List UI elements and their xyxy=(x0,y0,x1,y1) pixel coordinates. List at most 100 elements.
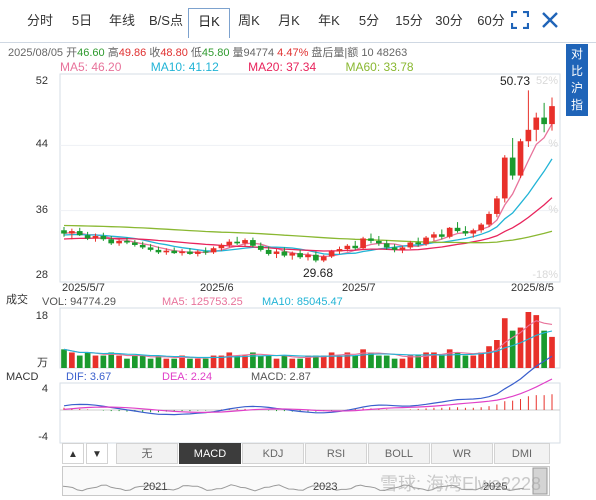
quote-open: 46.60 xyxy=(77,47,105,59)
candle-body xyxy=(478,224,484,231)
navigator-year-2023: 2023 xyxy=(313,481,338,493)
volume-bar xyxy=(446,349,453,368)
price-grid xyxy=(60,144,560,212)
volume-bar xyxy=(250,352,256,368)
indicator-tab-boll[interactable]: BOLL xyxy=(368,443,430,464)
candle-body xyxy=(163,250,170,253)
scroll-down-button[interactable]: ▼ xyxy=(86,443,108,464)
tab-60min[interactable]: 60分 xyxy=(477,13,505,28)
volume-bar xyxy=(124,358,130,368)
pct-tick-top: 52% xyxy=(536,75,558,87)
candle-body xyxy=(431,234,437,238)
candle-body xyxy=(376,240,382,244)
volume-bar xyxy=(313,355,319,368)
candle-body xyxy=(509,157,516,176)
close-icon[interactable] xyxy=(541,11,559,29)
indicator-tab-macd[interactable]: MACD xyxy=(179,443,241,464)
candle-body xyxy=(234,241,240,244)
quote-volume: 94774 xyxy=(243,47,275,59)
fullscreen-icon[interactable] xyxy=(511,11,529,29)
tab-5day[interactable]: 5日 xyxy=(71,13,93,28)
candle-body xyxy=(383,243,390,248)
tab-monthly-k[interactable]: 月K xyxy=(278,13,300,28)
candle-body xyxy=(250,240,256,246)
tab-5min[interactable]: 5分 xyxy=(358,13,380,28)
compare-index-button[interactable]: 对比沪指 xyxy=(566,44,588,116)
candle-body xyxy=(415,242,422,245)
scroll-up-button[interactable]: ▲ xyxy=(62,443,84,464)
candle-body xyxy=(155,249,162,253)
volume-bar xyxy=(320,355,327,368)
min-price-label: 29.68 xyxy=(303,266,333,280)
indicator-tab-wr[interactable]: WR xyxy=(431,443,493,464)
candle-body xyxy=(202,251,209,253)
ma10-legend: MA10: 41.12 xyxy=(150,60,219,74)
candle-body xyxy=(446,227,453,237)
indicator-tab-rsi[interactable]: RSI xyxy=(305,443,367,464)
tab-15min[interactable]: 15分 xyxy=(395,13,423,28)
volume-bar xyxy=(171,358,178,368)
volume-bar xyxy=(84,352,91,368)
volume-bar xyxy=(139,355,146,368)
tab-yearline[interactable]: 年线 xyxy=(108,13,135,28)
macd-value-legend: MACD: 2.87 xyxy=(251,371,311,383)
macd-tick-bottom: -4 xyxy=(38,431,48,443)
candle-body xyxy=(210,248,217,253)
volume-bar xyxy=(399,358,406,368)
volume-legend: VOL: 94774.29 xyxy=(42,296,116,308)
volume-bar xyxy=(517,327,524,368)
max-price-label: 50.73 xyxy=(500,74,530,88)
volume-panel-title: 成交 xyxy=(6,292,28,306)
volume-bar xyxy=(383,355,390,368)
volume-bar xyxy=(305,355,311,368)
candle-body xyxy=(281,251,288,256)
tab-bs-points[interactable]: B/S点 xyxy=(149,13,183,28)
candle-body xyxy=(76,231,83,236)
navigator-handle[interactable] xyxy=(532,467,548,495)
candle-body xyxy=(139,244,146,248)
volume-bar xyxy=(376,355,382,368)
candle-body xyxy=(265,249,272,254)
ma60-line xyxy=(63,224,553,244)
volume-bar xyxy=(486,346,492,368)
indicator-tab-dmi[interactable]: DMI xyxy=(494,443,550,464)
volume-ma10-legend: MA10: 85045.47 xyxy=(262,296,343,308)
volume-ma5-legend: MA5: 125753.25 xyxy=(162,296,243,308)
volume-bar xyxy=(438,355,445,368)
candle-body xyxy=(494,198,500,214)
candle-body xyxy=(407,242,414,248)
indicator-tab-kdj[interactable]: KDJ xyxy=(242,443,304,464)
candle-body xyxy=(147,247,154,250)
timeline-navigator[interactable]: 2021 2023 2025 xyxy=(62,466,550,496)
volume-bar xyxy=(281,355,288,368)
macd-dea-legend: DEA: 2.24 xyxy=(162,371,212,383)
volume-bar xyxy=(328,352,335,368)
tab-weekly-k[interactable]: 周K xyxy=(238,13,260,28)
tab-daily-k[interactable]: 日K xyxy=(188,8,230,38)
candle-body xyxy=(242,240,248,244)
tab-intraday[interactable]: 分时 xyxy=(26,13,53,28)
volume-bar xyxy=(541,330,547,368)
chart-area: 52 44 36 28 52% % % -18% 50.73 29.68 202… xyxy=(6,73,561,444)
volume-bar xyxy=(108,352,115,368)
volume-bar xyxy=(525,312,532,368)
quote-date: 2025/08/05 xyxy=(8,47,64,59)
navigator-year-2021: 2021 xyxy=(143,481,168,493)
candle-body xyxy=(108,239,115,244)
macd-dea-line xyxy=(63,378,553,414)
candle-body xyxy=(525,129,532,142)
pct-axis-labels: 52% % % -18% xyxy=(532,75,558,281)
volume-bar xyxy=(92,355,99,368)
candle-body xyxy=(486,213,492,225)
indicator-tab-none[interactable]: 无 xyxy=(116,443,178,464)
tab-yearly-k[interactable]: 年K xyxy=(318,13,340,28)
candle-body xyxy=(179,251,185,254)
volume-bar xyxy=(494,340,500,368)
candle-body xyxy=(297,253,303,258)
price-tick-52: 52 xyxy=(36,75,48,87)
candle-body xyxy=(305,254,311,258)
date-tick-end: 2025/8/5 xyxy=(511,282,554,294)
candle-body xyxy=(124,240,130,243)
tab-30min[interactable]: 30分 xyxy=(435,13,463,28)
volume-bar xyxy=(242,355,248,368)
